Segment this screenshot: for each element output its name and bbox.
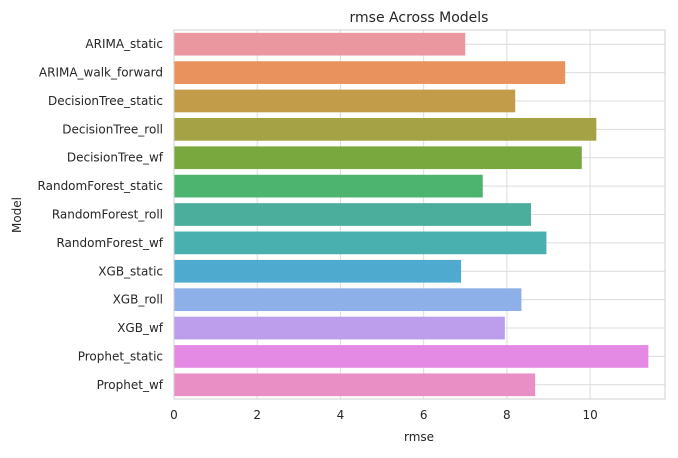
bar-xgb-wf [174,316,505,340]
y-tick-label: RandomForest_roll [52,208,163,222]
y-tick-label: RandomForest_wf [56,236,163,250]
bar-randomforest-wf [174,231,547,255]
x-tick-label: 0 [170,408,178,422]
y-tick-label: XGB_static [98,264,163,278]
y-tick-label: DecisionTree_roll [62,122,163,136]
y-tick-label: ARIMA_static [85,37,163,51]
bar-arima-walk-forward [174,61,566,84]
bar-prophet-static [174,345,649,368]
y-tick-label: DecisionTree_static [48,94,163,108]
chart-title: rmse Across Models [350,10,489,26]
y-tick-label: XGB_roll [113,293,163,307]
y-axis-label: Model [10,197,24,233]
y-tick-label: DecisionTree_wf [67,151,164,165]
bar-decisiontree-roll [174,117,597,141]
x-tick-label: 4 [337,408,345,422]
x-tick-label: 6 [420,408,428,422]
bar-layer [174,32,649,397]
bar-randomforest-static [174,174,483,198]
x-tick-label: 10 [582,408,597,422]
y-tick-label: ARIMA_walk_forward [39,66,163,80]
bar-decisiontree-static [174,89,516,113]
x-axis-label: rmse [404,430,434,444]
bar-xgb-roll [174,288,522,312]
x-tick-label: 8 [503,408,511,422]
y-tick-label: RandomForest_static [38,179,163,193]
plot-frame [173,29,666,400]
bar-xgb-static [174,259,462,283]
y-tick-label: Prophet_wf [97,378,164,392]
y-tick-label: Prophet_static [78,349,163,363]
y-tick-labels: ARIMA_static ARIMA_walk_forward DecisionTr… [38,37,164,392]
bar-prophet-wf [174,373,536,397]
y-tick-label: XGB_wf [117,321,164,335]
bar-randomforest-roll [174,203,532,226]
x-tick-label: 2 [253,408,261,422]
bar-arima-static [174,32,466,56]
bar-decisiontree-wf [174,146,582,170]
x-tick-labels: 0 2 4 6 8 10 [170,408,598,422]
